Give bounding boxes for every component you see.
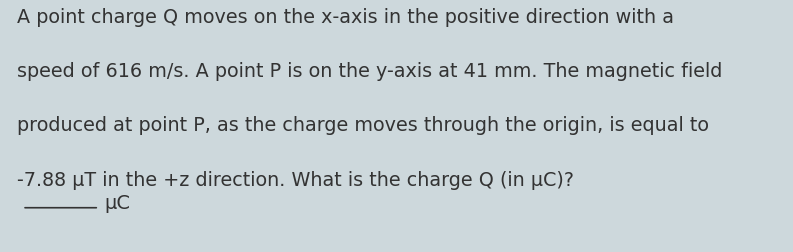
Text: A point charge Q moves on the x-axis in the positive direction with a: A point charge Q moves on the x-axis in … bbox=[17, 8, 674, 26]
Text: produced at point P, as the charge moves through the origin, is equal to: produced at point P, as the charge moves… bbox=[17, 116, 710, 135]
Text: speed of 616 m/s. A point P is on the y-axis at 41 mm. The magnetic field: speed of 616 m/s. A point P is on the y-… bbox=[17, 62, 723, 81]
Text: μC: μC bbox=[105, 193, 131, 212]
Text: -7.88 μT in the +z direction. What is the charge Q (in μC)?: -7.88 μT in the +z direction. What is th… bbox=[17, 170, 574, 189]
